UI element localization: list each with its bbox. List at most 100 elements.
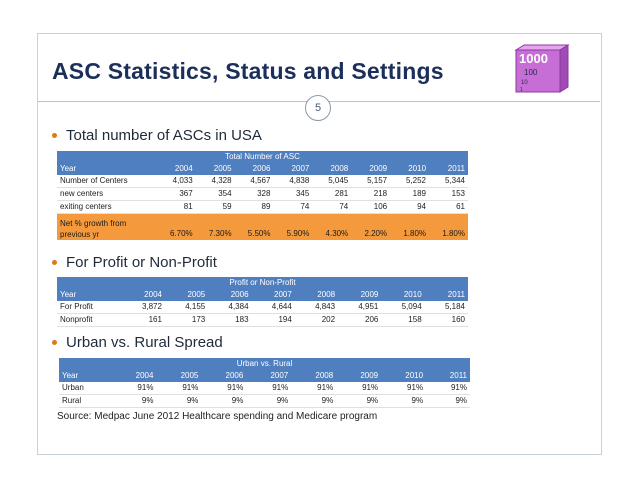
cell: 5,094: [381, 301, 425, 314]
cell: 4.30%: [312, 213, 352, 240]
table-row: Rural 9% 9% 9% 9% 9% 9% 9% 9%: [59, 394, 470, 408]
growth-label-line2: previous yr: [60, 230, 100, 239]
table-row: new centers 367 354 328 345 281 218 189 …: [57, 187, 468, 201]
row-label: Rural: [59, 394, 112, 408]
cell: 6.70%: [156, 213, 196, 240]
table-total-asc: Total Number of ASC Year 2004 2005 2006 …: [57, 151, 468, 240]
cell: 194: [251, 313, 295, 327]
cell: 158: [381, 313, 425, 327]
cell: 5.90%: [273, 213, 313, 240]
growth-row: Net % growth from previous yr 6.70% 7.30…: [57, 213, 468, 240]
header-cell: 2007: [251, 289, 295, 301]
growth-label-line1: Net % growth from: [60, 219, 127, 228]
cell: 4,838: [273, 175, 313, 188]
header-cell: 2007: [273, 163, 313, 175]
header-cell: 2004: [121, 289, 165, 301]
logo-text-1000: 1000: [519, 51, 548, 66]
cell: 206: [338, 313, 382, 327]
cell: 9%: [201, 394, 247, 408]
cell: 89: [234, 200, 274, 214]
header-year: Year: [57, 289, 122, 301]
table-caption-row: Profit or Non-Profit: [57, 277, 468, 289]
table-header-row: Year 2004 2005 2006 2007 2008 2009 2010 …: [57, 289, 468, 301]
cell: 4,644: [251, 301, 295, 314]
cell: 183: [208, 313, 252, 327]
header-cell: 2004: [111, 370, 157, 382]
cell: 202: [294, 313, 339, 327]
cell: 5,157: [351, 175, 391, 188]
cell: 9%: [336, 394, 382, 408]
bullet-dot-icon: [52, 133, 57, 138]
bullet-text: For Profit or Non-Profit: [66, 254, 217, 271]
cell: 9%: [381, 394, 427, 408]
header-year: Year: [59, 370, 112, 382]
growth-row-label: Net % growth from previous yr: [57, 213, 157, 240]
cell: 4,155: [164, 301, 209, 314]
numbers-cube-logo: 1000 100 10 1: [514, 44, 570, 93]
table-row: exiting centers 81 59 89 74 74 106 94 61: [57, 200, 468, 214]
header-cell: 2006: [234, 163, 274, 175]
row-label: Nonprofit: [57, 313, 122, 327]
row-label: Urban: [59, 382, 112, 395]
cell: 3,872: [121, 301, 165, 314]
cell: 91%: [381, 382, 427, 395]
bullet-text: Total number of ASCs in USA: [66, 127, 262, 144]
cell: 106: [351, 200, 391, 214]
slide-title: ASC Statistics, Status and Settings: [52, 58, 444, 84]
cell: 9%: [246, 394, 292, 408]
header-cell: 2011: [426, 370, 470, 382]
header-cell: 2011: [429, 163, 468, 175]
source-note: Source: Medpac June 2012 Healthcare spen…: [57, 411, 378, 422]
row-label: For Profit: [57, 301, 122, 314]
cell: 74: [312, 200, 352, 214]
table-caption: Total Number of ASC: [57, 151, 468, 163]
row-label: new centers: [57, 187, 157, 201]
cell: 5,252: [390, 175, 430, 188]
cell: 4,951: [338, 301, 382, 314]
cell: 281: [312, 187, 352, 201]
header-cell: 2008: [291, 370, 337, 382]
cell: 91%: [111, 382, 157, 395]
header-year: Year: [57, 163, 157, 175]
cell: 4,384: [208, 301, 252, 314]
table-caption: Profit or Non-Profit: [57, 277, 468, 289]
cell: 5,344: [429, 175, 468, 188]
logo-text-1: 1: [520, 87, 523, 93]
header-cell: 2010: [390, 163, 430, 175]
table-caption-row: Urban vs. Rural: [59, 358, 470, 370]
page-number-badge: 5: [305, 95, 331, 121]
header-cell: 2005: [164, 289, 209, 301]
cell: 160: [424, 313, 468, 327]
table-row: Nonprofit 161 173 183 194 202 206 158 16…: [57, 313, 468, 327]
header-cell: 2005: [195, 163, 235, 175]
table-row: Urban 91% 91% 91% 91% 91% 91% 91% 91%: [59, 382, 470, 395]
bullet-profit-nonprofit: For Profit or Non-Profit: [52, 254, 217, 271]
table-row: Number of Centers 4,033 4,328 4,567 4,83…: [57, 175, 468, 188]
bullet-urban-rural: Urban vs. Rural Spread: [52, 334, 223, 351]
cell: 5,184: [424, 301, 468, 314]
cell: 345: [273, 187, 313, 201]
cell: 153: [429, 187, 468, 201]
cell: 161: [121, 313, 165, 327]
cell: 1.80%: [390, 213, 430, 240]
cell: 91%: [291, 382, 337, 395]
cell: 1.80%: [429, 213, 468, 240]
row-label: exiting centers: [57, 200, 157, 214]
cell: 2.20%: [351, 213, 391, 240]
header-cell: 2005: [156, 370, 202, 382]
logo-text-10: 10: [521, 80, 528, 86]
header-cell: 2011: [424, 289, 468, 301]
table-caption: Urban vs. Rural: [59, 358, 470, 370]
cell: 91%: [201, 382, 247, 395]
cell: 9%: [111, 394, 157, 408]
title-band: [38, 34, 600, 102]
cell: 5,045: [312, 175, 352, 188]
cell: 9%: [156, 394, 202, 408]
cell: 91%: [156, 382, 202, 395]
table-urban-rural: Urban vs. Rural Year 2004 2005 2006 2007…: [59, 358, 470, 408]
header-cell: 2009: [338, 289, 382, 301]
cell: 354: [195, 187, 235, 201]
table-row: For Profit 3,872 4,155 4,384 4,644 4,843…: [57, 301, 468, 314]
cell: 91%: [426, 382, 470, 395]
logo-text-100: 100: [524, 68, 538, 77]
